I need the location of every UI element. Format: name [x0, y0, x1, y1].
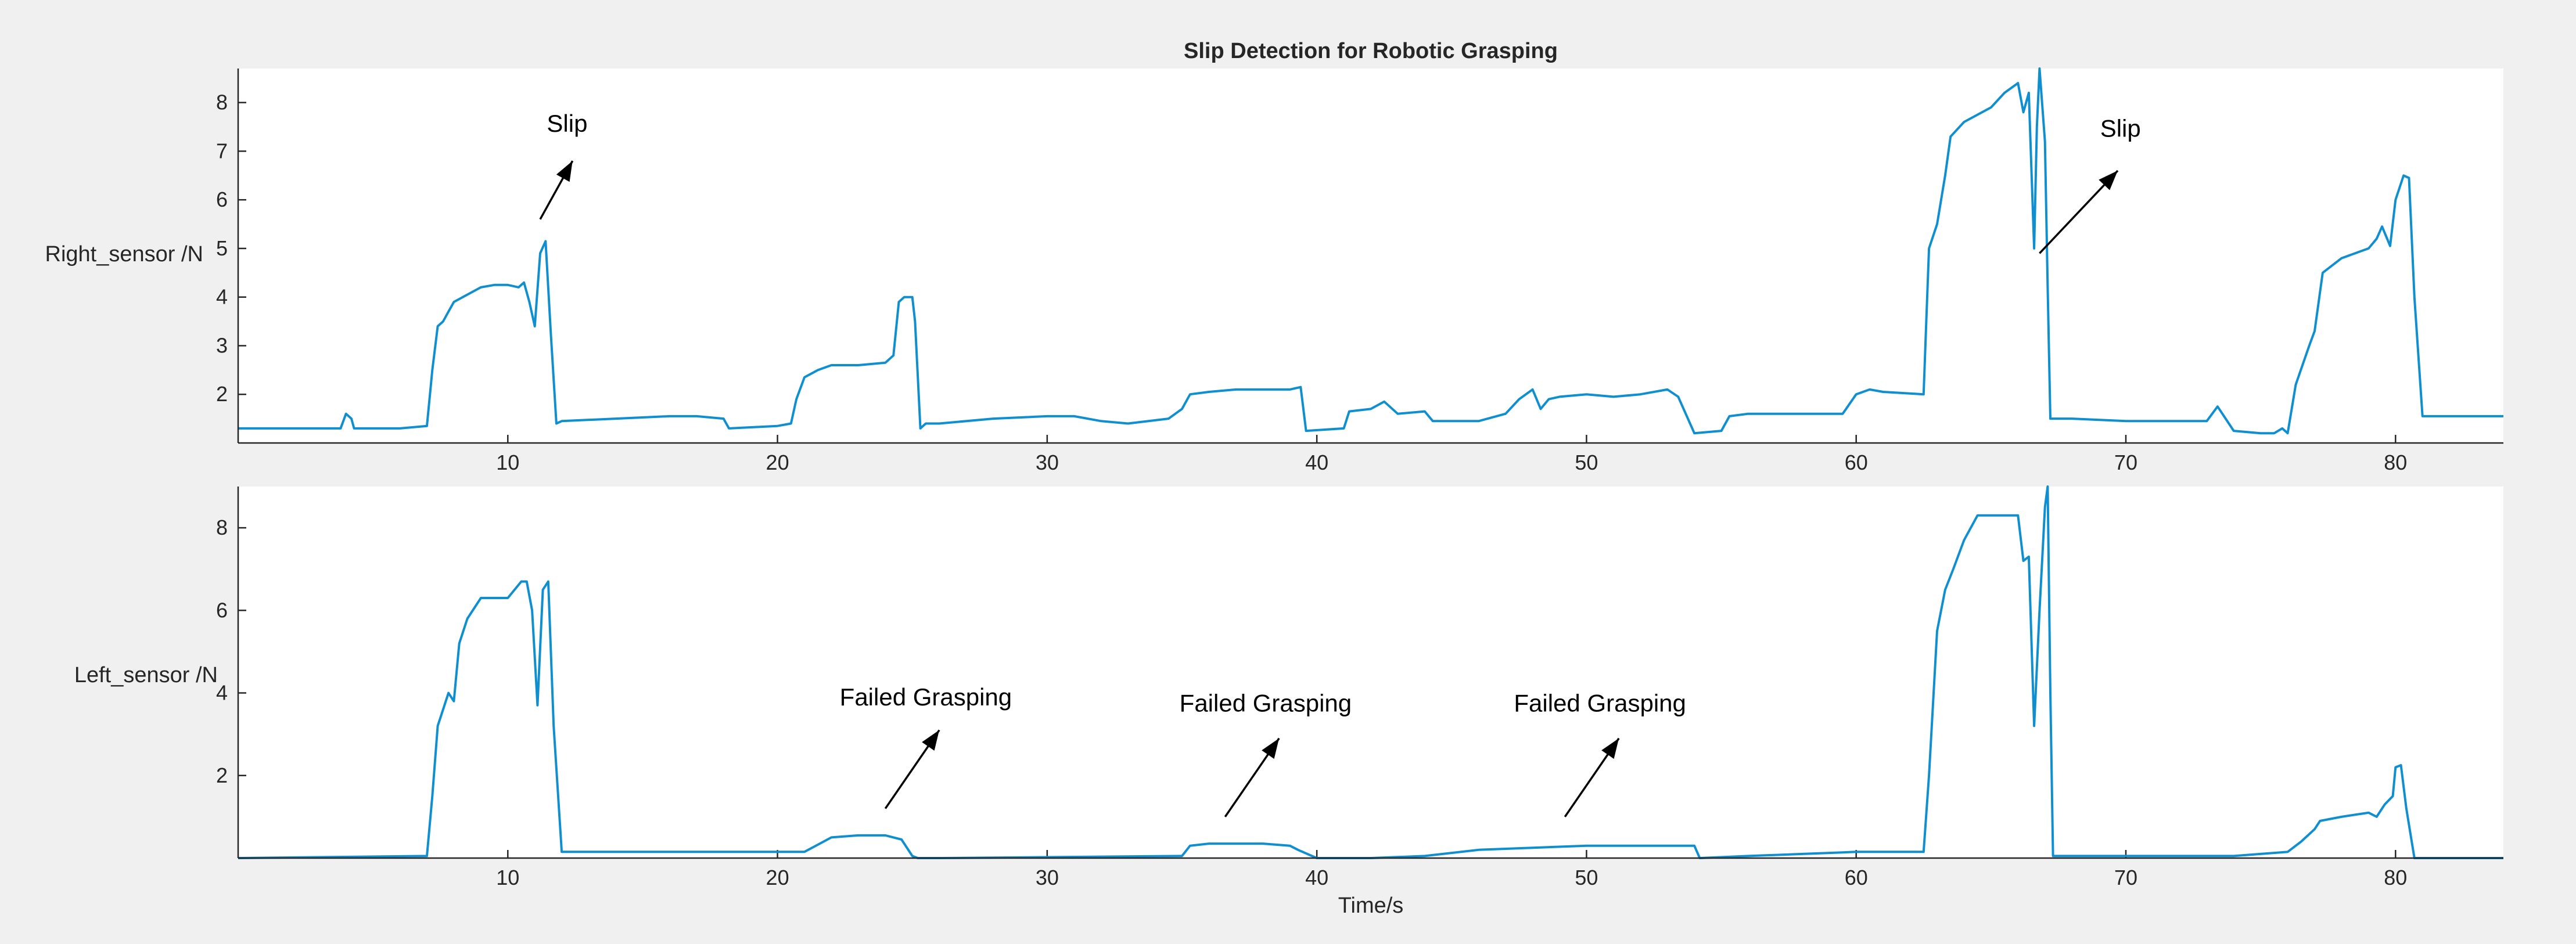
annotation-label: Failed Grasping: [1514, 690, 1686, 717]
x-tick-label: 40: [1305, 451, 1328, 474]
x-axis-label: Time/s: [1338, 893, 1404, 918]
y-tick-label: 8: [216, 516, 228, 539]
y-tick-label: 6: [216, 598, 228, 622]
y-tick-label: 2: [216, 763, 228, 787]
x-tick-label: 40: [1305, 866, 1328, 889]
plot-area-left-sensor: [238, 487, 2503, 858]
annotation-label: Failed Grasping: [840, 683, 1012, 711]
x-tick-label: 70: [2114, 451, 2137, 474]
x-tick-label: 60: [1845, 451, 1868, 474]
axes-right-sensor: 2 3 4 5 6 7 8 10 20 30 40 50 60 70 80 Slip Slip Right_s…: [45, 67, 2503, 474]
chart-title: Slip Detection for Robotic Grasping: [1184, 39, 1558, 63]
y-tick-label: 4: [216, 285, 228, 309]
annotation-label: Slip: [2100, 114, 2141, 142]
annotations-left-sensor: Failed Grasping Failed Grasping Failed Gra…: [840, 683, 1686, 817]
x-tick-label: 20: [766, 451, 789, 474]
series-left-sensor: [238, 485, 2503, 859]
data-line-left-sensor: [238, 485, 2503, 859]
annotation-arrowhead: [922, 730, 940, 751]
annotation-arrowhead: [1262, 738, 1280, 759]
x-tick-label: 30: [1036, 866, 1059, 889]
annotation-arrowhead: [556, 161, 573, 182]
x-tick-label: 60: [1845, 866, 1868, 889]
y-tick-label: 3: [216, 333, 228, 357]
x-tick-label: 50: [1575, 866, 1598, 889]
y-tick-label: 2: [216, 382, 228, 406]
annotations-right-sensor: Slip Slip: [539, 110, 2141, 254]
annotation-arrowhead: [1601, 738, 1619, 759]
x-tick-label: 70: [2114, 866, 2137, 889]
x-tick-label: 50: [1575, 451, 1598, 474]
x-tick-label: 80: [2384, 451, 2407, 474]
annotation-label: Failed Grasping: [1180, 690, 1352, 717]
y-tick-label: 6: [216, 188, 228, 211]
x-tick-label: 20: [766, 866, 789, 889]
x-tick-label: 30: [1036, 451, 1059, 474]
x-tick-label: 10: [496, 451, 519, 474]
y-tick-label: 4: [216, 681, 228, 705]
y-axis-label-left-sensor: Left_sensor /N: [74, 663, 218, 687]
ticks-left-sensor: 2 4 6 8 10 20 30 40 50 60 70 80: [216, 516, 2407, 889]
annotation-label: Slip: [547, 110, 587, 137]
ticks-right-sensor: 2 3 4 5 6 7 8 10 20 30 40 50 60 70 80: [216, 91, 2407, 474]
y-tick-label: 8: [216, 91, 228, 114]
x-tick-label: 80: [2384, 866, 2407, 889]
y-axis-label-right-sensor: Right_sensor /N: [45, 242, 203, 266]
x-tick-label: 10: [496, 866, 519, 889]
plot-area-right-sensor: [238, 69, 2503, 443]
data-line-right-sensor: [238, 67, 2503, 435]
annotation-arrowhead: [2099, 170, 2118, 190]
series-right-sensor: [238, 67, 2503, 435]
y-tick-label: 5: [216, 236, 228, 260]
y-tick-label: 7: [216, 139, 228, 163]
